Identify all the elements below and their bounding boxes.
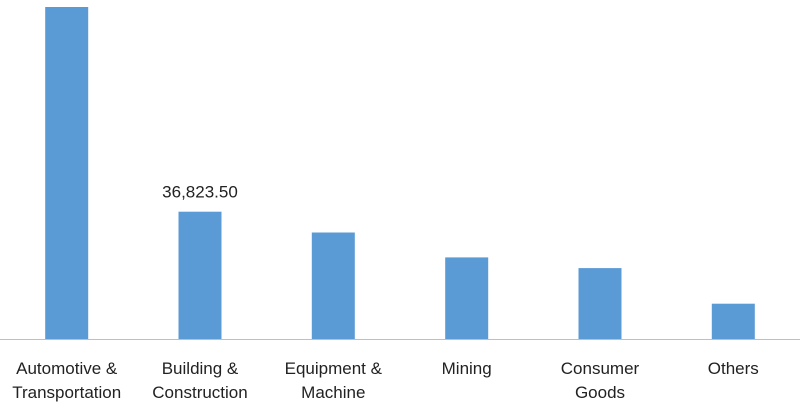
x-tick-label: Building & Construction (152, 359, 247, 402)
x-tick-label: Equipment & Machine (285, 359, 383, 402)
bar (45, 7, 89, 339)
x-tick-label: Others (708, 359, 759, 378)
bar (711, 303, 755, 339)
bar (311, 232, 355, 339)
bar (578, 268, 622, 339)
x-tick-label: Automotive & Transportation (12, 359, 121, 402)
bar (178, 211, 222, 339)
bar-data-label: 36,823.50 (162, 183, 238, 202)
x-tick-label: Consumer Goods (561, 359, 640, 402)
bars-group (45, 7, 755, 339)
data-labels-group: 36,823.50 (162, 183, 238, 202)
bar (445, 257, 489, 339)
x-tick-label: Mining (442, 359, 492, 378)
x-tick-labels-group: Automotive & Transportation Building & Cons… (12, 359, 759, 402)
